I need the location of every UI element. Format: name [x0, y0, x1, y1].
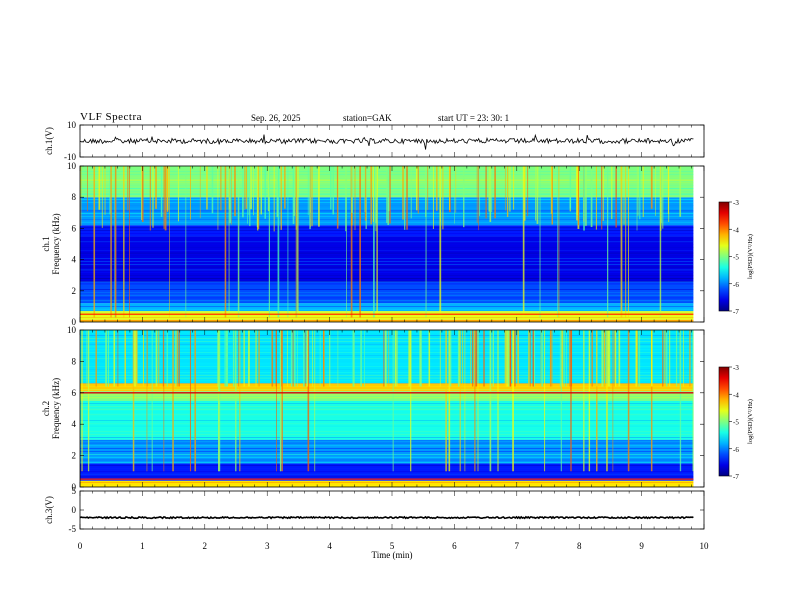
x-tick-label: 9	[639, 541, 644, 551]
y-tick-label: 0	[72, 317, 77, 327]
y-tick-label: 0	[72, 482, 77, 492]
waveform-ch1-waveform	[79, 133, 694, 150]
date-label: Sep. 26, 2025	[251, 113, 301, 123]
ch1-waveform-panel: 10 -10 ch.1(V)	[44, 120, 705, 162]
colorbar-tick-label: -4	[733, 226, 739, 234]
y-tick-label: 4	[72, 255, 77, 265]
y-tick-label: 2	[72, 286, 77, 296]
colorbar-tick-label: -7	[733, 308, 739, 316]
x-tick-label: 8	[577, 541, 582, 551]
y-tick-label: 5	[72, 486, 77, 496]
x-tick-label: 1	[140, 541, 145, 551]
chart-title: VLF Spectra	[80, 111, 143, 123]
colorbar-tick-label: -4	[733, 391, 739, 399]
colorbar-tick-label: -3	[733, 364, 739, 372]
y-axis-label: ch.1	[41, 236, 51, 251]
y-tick-label: 0	[72, 505, 77, 515]
colorbar-tick-label: -5	[733, 254, 739, 262]
spectrogram-band	[80, 319, 694, 322]
y-axis-label: Frequency (kHz)	[51, 378, 61, 439]
x-axis-label: Time (min)	[372, 550, 413, 560]
spectrogram-band	[80, 463, 694, 481]
x-tick-label: 5	[390, 541, 395, 551]
y-tick-label: 4	[72, 419, 77, 429]
colorbar-tick-label: -5	[733, 419, 739, 427]
ch1-spectrogram-panel: -3 -4 -5 -6 -7 log(PSD)(V²/Hz) 0 2 4 6 8 10 ch.1 Freq…	[41, 161, 754, 327]
waveform-ch3-waveform	[79, 515, 694, 520]
y-tick-label: 6	[72, 223, 77, 233]
y-tick-label: -5	[69, 524, 77, 534]
ch3-waveform-panel: 5 0 -5 ch.3(V)	[44, 486, 705, 534]
ch2-spectrogram-panel: -3 -4 -5 -6 -7 log(PSD)(V²/Hz) 0 2 4 6 8 10 ch.2 Freq…	[41, 325, 754, 492]
colorbar-label: log(PSD)(V²/Hz)	[747, 399, 754, 444]
start-time-label: start UT = 23: 30: 1	[438, 113, 510, 123]
y-axis-label: ch.3(V)	[44, 496, 54, 524]
y-tick-label: 8	[72, 192, 77, 202]
x-tick-label: 4	[327, 541, 332, 551]
colorbar-label: log(PSD)(V²/Hz)	[747, 234, 754, 279]
x-tick-label: 0	[78, 541, 83, 551]
spectrogram-band	[80, 383, 694, 392]
spectrogram-band	[80, 391, 694, 401]
y-axis-label: ch.2	[41, 401, 51, 416]
spectrogram-band	[80, 303, 694, 312]
spectrogram-band	[80, 330, 694, 384]
axes-frame	[79, 490, 705, 530]
x-tick-label: 3	[265, 541, 270, 551]
spectrogram-band	[80, 311, 694, 320]
colorbar-ch2-spectrogram	[718, 366, 730, 477]
colorbar-tick-label: -6	[733, 281, 739, 289]
spectrogram-band	[80, 480, 694, 487]
y-tick-label: -10	[64, 152, 76, 162]
y-tick-label: 2	[72, 451, 77, 461]
colorbar-tick-label: -7	[733, 473, 739, 481]
y-axis-label: ch.1(V)	[44, 127, 54, 155]
colorbar-ch1-spectrogram	[718, 201, 730, 312]
y-tick-label: 10	[67, 120, 77, 130]
station-label: station=GAK	[343, 113, 392, 123]
colorbar-tick-label: -6	[733, 446, 739, 454]
colorbar-tick-label: -3	[733, 199, 739, 207]
x-tick-label: 6	[452, 541, 457, 551]
x-tick-label: 7	[515, 541, 520, 551]
y-tick-label: 8	[72, 356, 77, 366]
y-tick-label: 10	[67, 161, 77, 171]
y-tick-label: 6	[72, 388, 77, 398]
x-tick-label: 10	[700, 541, 710, 551]
x-tick-label: 2	[203, 541, 208, 551]
y-tick-label: 10	[67, 325, 77, 335]
y-axis-label: Frequency (kHz)	[51, 213, 61, 274]
